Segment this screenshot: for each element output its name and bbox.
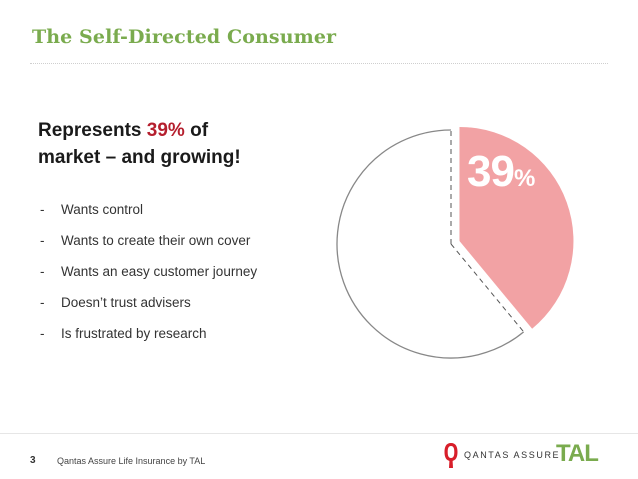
bullet-list: - Wants control - Wants to create their ow… bbox=[40, 199, 257, 354]
pie-slice-highlight bbox=[459, 126, 574, 329]
pie-highlight-label: 39% bbox=[467, 147, 535, 197]
bullet-item: - Doesn’t trust advisers bbox=[40, 292, 257, 323]
bullet-item: - Wants an easy customer journey bbox=[40, 261, 257, 292]
bullet-dash: - bbox=[40, 264, 45, 279]
pie-label-number: 39 bbox=[467, 147, 515, 196]
pie-chart bbox=[336, 126, 574, 359]
bullet-text: Is frustrated by research bbox=[61, 326, 207, 341]
bullet-dash: - bbox=[40, 202, 45, 217]
pie-slice-rest bbox=[336, 129, 525, 359]
pie-label-symbol: % bbox=[513, 165, 536, 192]
bullet-text: Wants to create their own cover bbox=[61, 233, 251, 248]
qantas-logo-icon bbox=[444, 443, 458, 468]
headline-highlight: 39% bbox=[146, 120, 185, 141]
bullet-item: - Wants to create their own cover bbox=[40, 230, 257, 261]
bullet-item: - Wants control bbox=[40, 199, 257, 230]
bullet-item: - Is frustrated by research bbox=[40, 323, 257, 354]
page-title: The Self-Directed Consumer bbox=[32, 26, 337, 48]
bullet-text: Wants an easy customer journey bbox=[61, 264, 258, 279]
footer-text: Qantas Assure Life Insurance by TAL bbox=[57, 456, 206, 466]
page-number: 3 bbox=[30, 455, 36, 466]
headline-line2: market – and growing! bbox=[38, 147, 241, 168]
bullet-text: Wants control bbox=[61, 202, 144, 217]
bullet-dash: - bbox=[40, 326, 45, 341]
title-divider bbox=[30, 63, 608, 64]
tal-logo: TAL bbox=[556, 440, 599, 467]
pie-guide-line bbox=[450, 243, 525, 333]
headline: Represents 39% of market – and growing! bbox=[38, 117, 338, 171]
headline-pre: Represents bbox=[38, 120, 147, 141]
footer-divider bbox=[0, 433, 638, 434]
bullet-dash: - bbox=[40, 233, 45, 248]
bullet-dash: - bbox=[40, 295, 45, 310]
qantas-logo-text: QANTAS ASSURE bbox=[464, 450, 561, 460]
bullet-text: Doesn’t trust advisers bbox=[61, 295, 191, 310]
headline-post: of bbox=[184, 120, 209, 141]
